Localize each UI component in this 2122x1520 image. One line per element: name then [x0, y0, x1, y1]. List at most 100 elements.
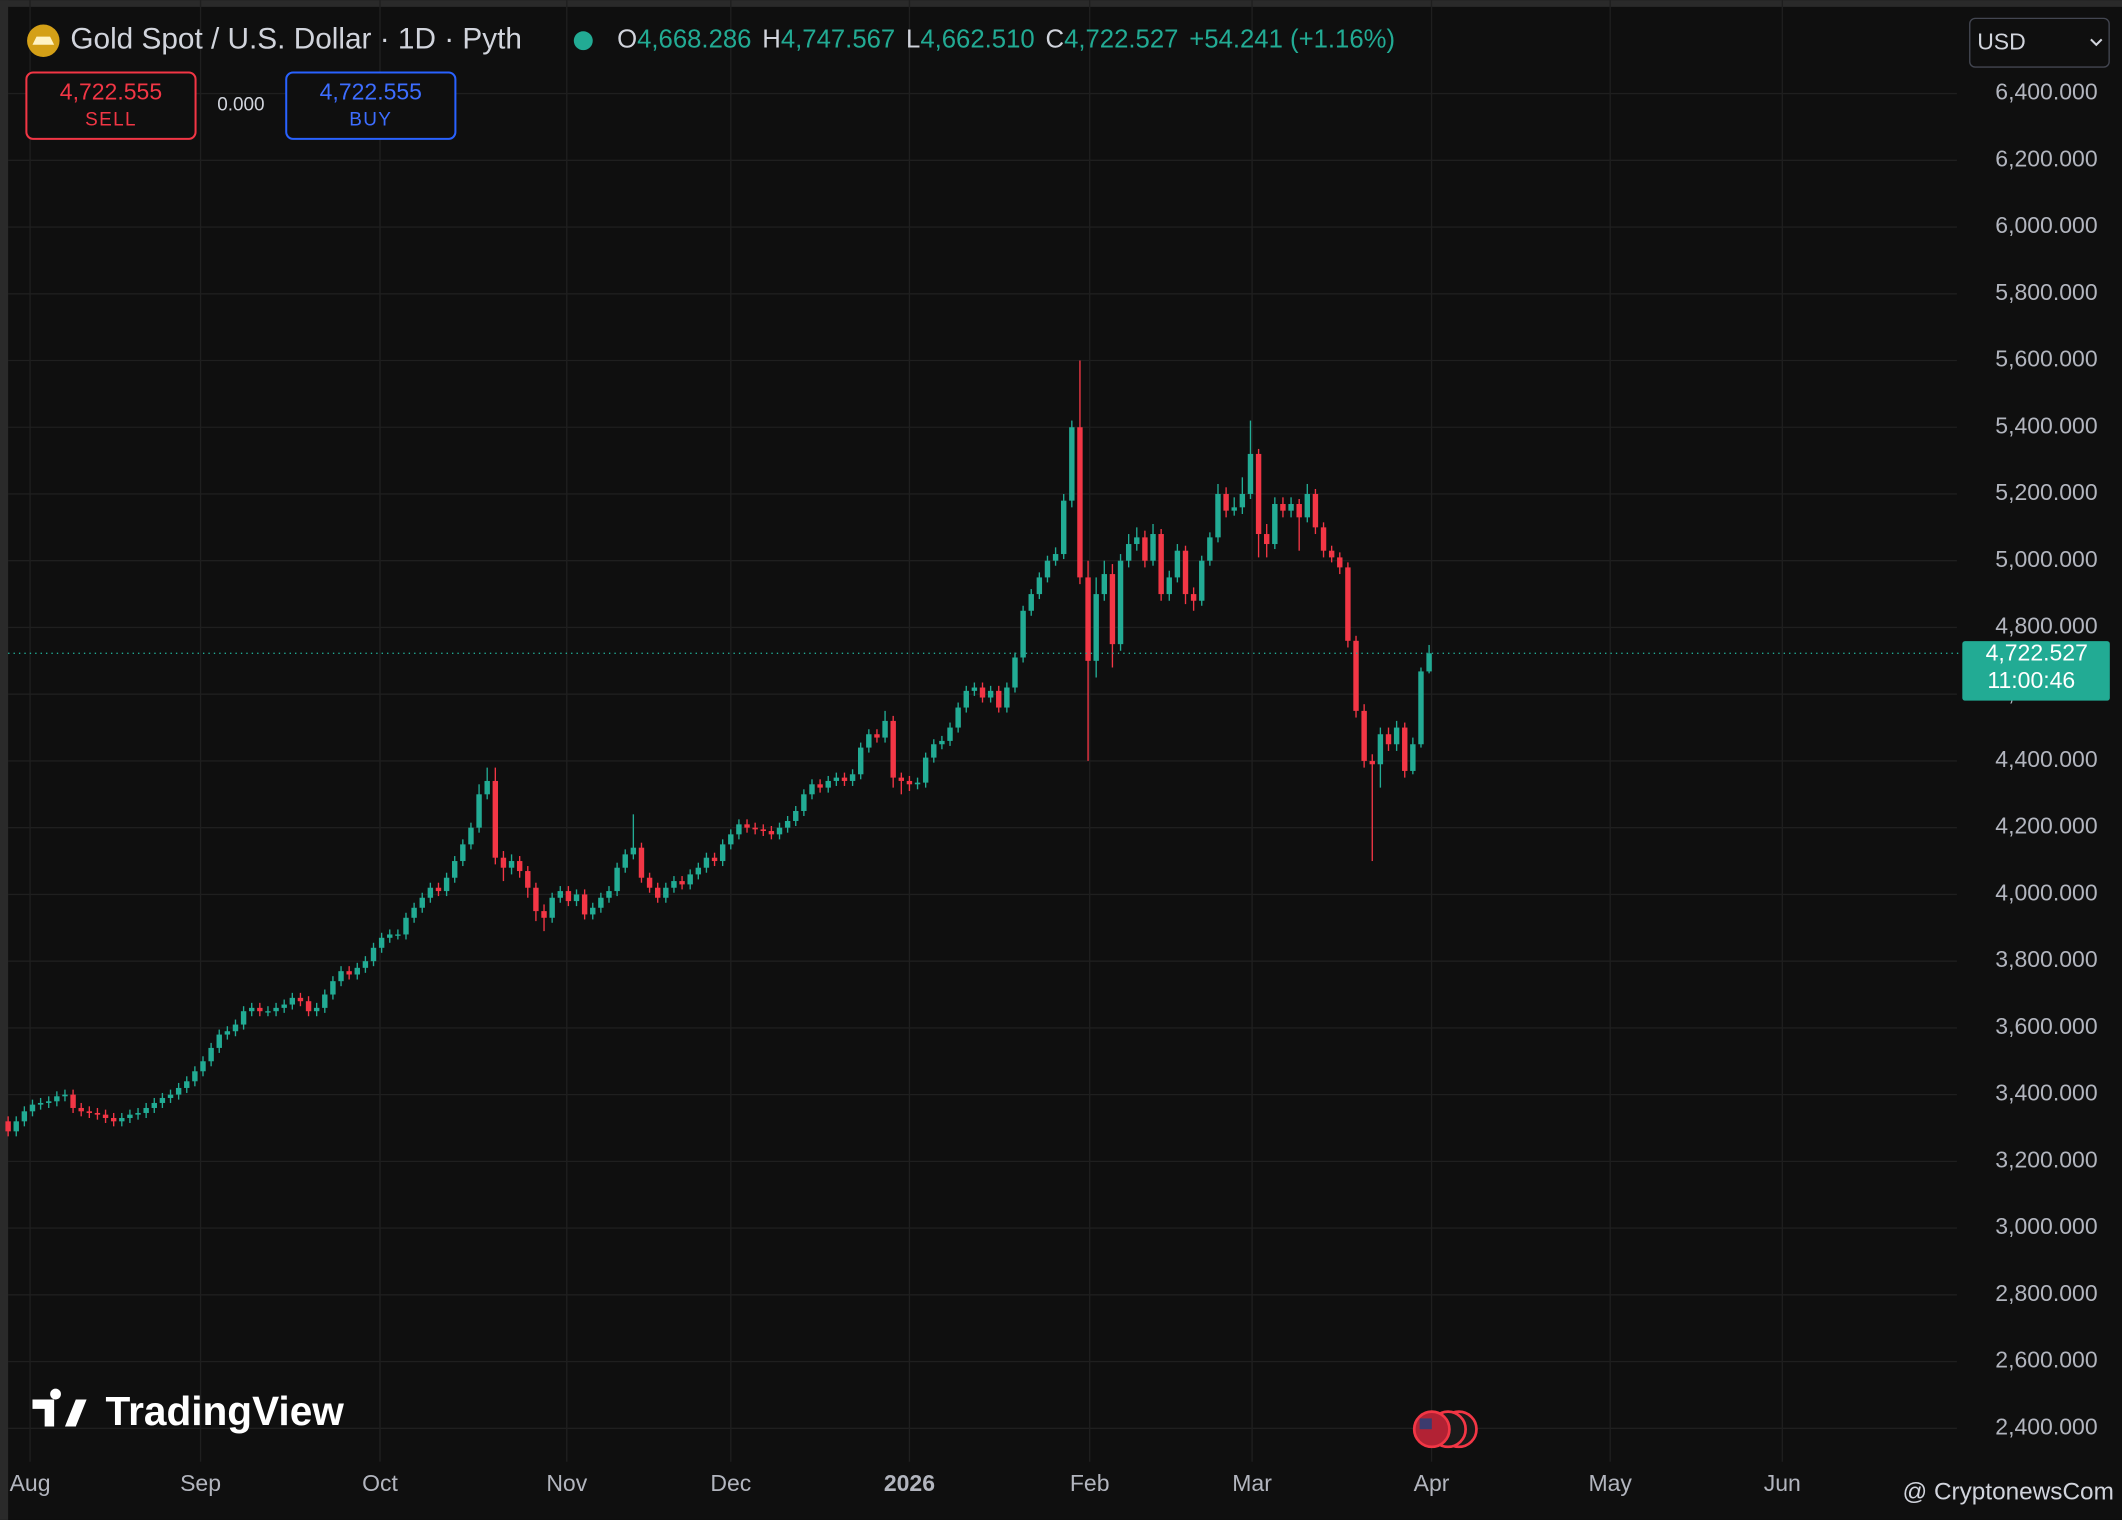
buy-price[interactable]: 4,722.555 — [320, 79, 422, 105]
candle-body — [1361, 710, 1367, 761]
currency-label[interactable]: USD — [1977, 28, 2026, 54]
candle-body — [598, 897, 604, 908]
candle-body — [492, 780, 499, 858]
candle-body — [931, 744, 937, 758]
watermark: @ CryptonewsCom — [1902, 1478, 2113, 1505]
candle-body — [1345, 567, 1351, 641]
buy-label[interactable]: BUY — [349, 110, 392, 131]
candle-body — [906, 780, 913, 785]
candle-body — [1426, 653, 1432, 672]
candle-body — [841, 777, 848, 781]
candle-body — [573, 894, 580, 902]
candle-body — [525, 871, 531, 888]
candle-body — [1320, 527, 1327, 551]
candle-body — [882, 720, 888, 738]
sell-button[interactable]: 4,722.555 SELL — [25, 71, 197, 140]
candle-body — [606, 891, 612, 898]
candle-body — [1044, 560, 1051, 578]
candle-body — [809, 784, 815, 795]
x-tick-label: Apr — [1414, 1470, 1450, 1496]
x-tick-label: 2026 — [884, 1470, 935, 1496]
candle-body — [484, 780, 490, 795]
buy-button[interactable]: 4,722.555 BUY — [285, 71, 457, 140]
candle-body — [289, 997, 296, 1005]
candle-body — [159, 1097, 166, 1103]
candle-body — [1393, 727, 1400, 745]
candle-body — [898, 777, 905, 781]
candle-body — [1036, 577, 1043, 595]
candle-body — [175, 1087, 182, 1095]
currency-box[interactable] — [1969, 17, 2110, 68]
currency-chevron[interactable] — [2090, 38, 2103, 47]
candle-body — [468, 827, 474, 845]
candle-body — [322, 994, 328, 1008]
candle-body — [395, 934, 401, 936]
candle-body — [411, 907, 417, 918]
candle-body — [752, 827, 758, 830]
candle-body — [655, 887, 661, 898]
tradingview-logo: TradingView — [32, 1388, 344, 1434]
candle-body — [1239, 493, 1246, 508]
ohlc-line: O4,668.286 H4,747.567 L4,662.510 C4,722.527… — [617, 26, 1395, 54]
candle-body — [858, 747, 864, 775]
sell-label[interactable]: SELL — [85, 110, 137, 131]
candle-body — [622, 854, 628, 868]
y-tick-label: 6,400.000 — [1995, 79, 2097, 105]
x-tick-label: Aug — [10, 1470, 51, 1496]
candle-body — [590, 907, 596, 915]
candle-body — [1125, 544, 1132, 561]
candle-body — [1004, 687, 1010, 708]
candle-body — [768, 831, 775, 835]
close-label: C — [1046, 26, 1065, 54]
candle-body — [208, 1047, 214, 1062]
sell-price[interactable]: 4,722.555 — [60, 79, 162, 105]
x-tick-label: Dec — [710, 1470, 751, 1496]
candle-body — [232, 1024, 239, 1032]
candle-body — [1312, 493, 1319, 528]
y-tick-label: 5,200.000 — [1995, 479, 2097, 505]
candle-body — [695, 867, 702, 875]
candle-body — [427, 887, 434, 898]
candle-body — [54, 1096, 60, 1102]
candle-body — [801, 794, 807, 811]
y-tick-label: 4,200.000 — [1995, 813, 2097, 839]
symbol-logo-bars — [32, 36, 55, 45]
candle-body — [833, 777, 840, 781]
candle-body — [435, 887, 442, 892]
candle-body — [711, 857, 718, 862]
candle-body — [370, 947, 377, 962]
candle-body — [184, 1081, 190, 1088]
y-tick-label: 4,800.000 — [1995, 613, 2097, 639]
market-status — [573, 31, 593, 51]
candle-body — [825, 780, 831, 788]
x-tick-label: Nov — [546, 1470, 587, 1496]
candle-body — [102, 1114, 109, 1118]
top-border — [0, 0, 2122, 7]
candle-body — [1410, 744, 1416, 771]
candle-body — [5, 1121, 11, 1132]
candle-body — [21, 1111, 28, 1122]
candle-body — [508, 861, 515, 868]
change-value: +54.241 (+1.16%) — [1189, 26, 1395, 54]
candle-body — [1418, 671, 1424, 745]
sell-box[interactable] — [25, 71, 197, 140]
candle-body — [630, 847, 637, 855]
candle-body — [387, 934, 393, 938]
candle-body — [874, 734, 880, 738]
bar-countdown: 11:00:46 — [1987, 667, 2075, 693]
buy-box[interactable] — [285, 71, 457, 140]
candle-body — [1328, 550, 1335, 558]
y-tick-label: 2,600.000 — [1995, 1347, 2097, 1373]
candle-body — [1069, 427, 1075, 501]
candle-body — [996, 690, 1002, 708]
candle-body — [1117, 560, 1124, 645]
y-tick-label: 2,800.000 — [1995, 1280, 2097, 1306]
event-flags[interactable] — [1412, 1410, 1478, 1449]
currency-select[interactable]: USD — [1969, 17, 2110, 68]
candle-body — [784, 821, 791, 828]
candle-body — [346, 971, 352, 975]
candle-body — [1101, 574, 1108, 595]
candle-body — [1028, 594, 1034, 611]
candle-body — [671, 881, 677, 888]
candle-body — [419, 897, 425, 908]
